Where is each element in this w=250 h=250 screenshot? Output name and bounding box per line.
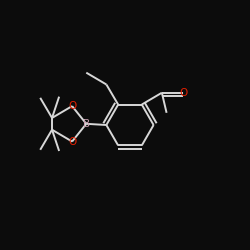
- Text: B: B: [83, 119, 90, 129]
- Text: O: O: [68, 101, 76, 111]
- Text: O: O: [68, 136, 76, 146]
- Text: O: O: [179, 88, 187, 98]
